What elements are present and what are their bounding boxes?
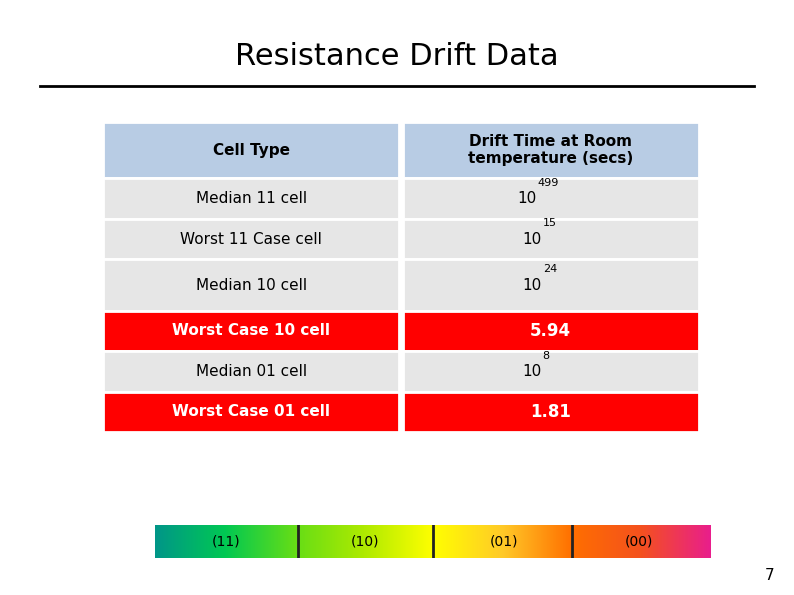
Bar	[103, 351, 399, 392]
Bar	[403, 259, 699, 311]
Text: 1.81: 1.81	[530, 403, 571, 421]
Text: 15: 15	[542, 218, 557, 228]
Bar	[103, 311, 399, 351]
Bar	[403, 122, 699, 178]
Text: 10: 10	[522, 277, 542, 293]
Text: Median 01 cell: Median 01 cell	[196, 364, 306, 379]
Text: Drift Time at Room
temperature (secs): Drift Time at Room temperature (secs)	[468, 134, 634, 167]
Bar	[403, 219, 699, 259]
Text: (10): (10)	[351, 535, 380, 549]
Text: Worst Case 01 cell: Worst Case 01 cell	[172, 404, 330, 419]
Text: 499: 499	[538, 178, 559, 188]
Bar	[403, 178, 699, 219]
Text: 24: 24	[542, 264, 557, 274]
Text: (11): (11)	[212, 535, 241, 549]
Text: 5.94: 5.94	[530, 322, 571, 340]
Text: Worst Case 10 cell: Worst Case 10 cell	[172, 323, 330, 339]
Bar	[403, 392, 699, 432]
Text: (01): (01)	[490, 535, 518, 549]
Bar	[103, 178, 399, 219]
Text: 10: 10	[517, 191, 537, 206]
Bar	[103, 259, 399, 311]
Text: Worst 11 Case cell: Worst 11 Case cell	[180, 231, 322, 247]
Text: 10: 10	[522, 364, 542, 379]
Text: 7: 7	[765, 568, 774, 583]
Text: Cell Type: Cell Type	[213, 143, 290, 158]
Text: 10: 10	[522, 231, 542, 247]
Bar	[403, 311, 699, 351]
Text: Median 11 cell: Median 11 cell	[196, 191, 306, 206]
Bar	[103, 392, 399, 432]
Bar	[103, 122, 399, 178]
Text: (00): (00)	[625, 535, 653, 549]
Bar	[103, 219, 399, 259]
Text: Median 10 cell: Median 10 cell	[196, 277, 306, 293]
Text: Resistance Drift Data: Resistance Drift Data	[235, 42, 559, 71]
Text: 8: 8	[542, 350, 549, 361]
Bar	[403, 351, 699, 392]
